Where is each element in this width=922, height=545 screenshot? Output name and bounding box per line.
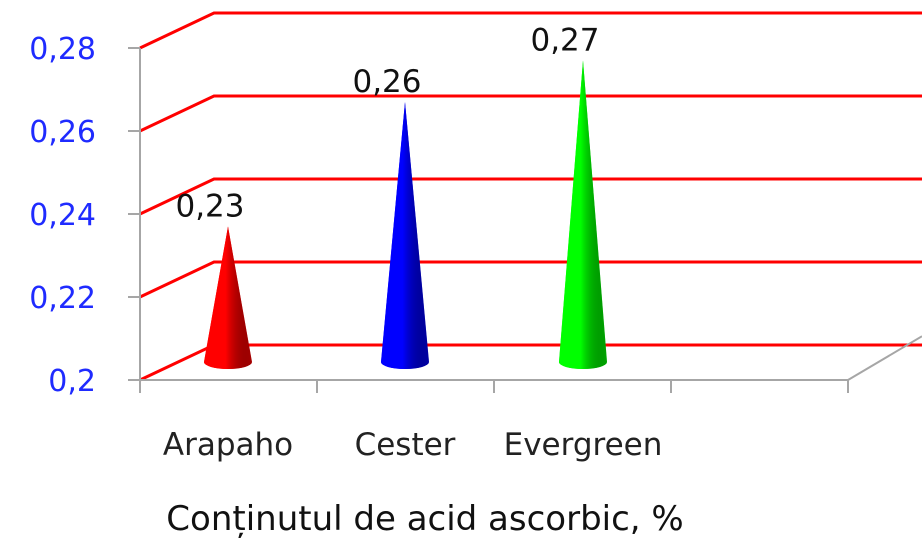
- cone-shading: [381, 102, 429, 369]
- cone-cester: [381, 102, 429, 369]
- label-layer: 0,2 0,22 0,24 0,26 0,28 0,23 Arapaho 0,26 Cester…: [29, 23, 662, 464]
- gridline: [139, 343, 922, 382]
- cone-arapaho: [204, 226, 252, 369]
- y-tick-label: 0,2: [48, 364, 96, 399]
- cone-shading: [559, 60, 607, 369]
- y-tick-label: 0,24: [29, 198, 96, 233]
- x-axis-title: Conținutul de acid ascorbic, %: [166, 499, 683, 539]
- x-category-label: Evergreen: [504, 427, 663, 463]
- gridline: [139, 11, 922, 50]
- y-tick-label: 0,26: [29, 115, 96, 150]
- data-label: 0,27: [530, 23, 599, 59]
- data-label: 0,23: [175, 189, 244, 225]
- y-tick-label: 0,28: [29, 32, 96, 67]
- y-tick-label: 0,22: [29, 281, 96, 316]
- grid-layer: [139, 11, 922, 382]
- cone-evergreen: [559, 60, 607, 369]
- floor-right-edge: [847, 335, 922, 381]
- cone-shading: [204, 226, 252, 369]
- x-category-label: Arapaho: [163, 427, 293, 463]
- gridline: [139, 177, 922, 216]
- gridline: [139, 94, 922, 133]
- data-label: 0,26: [352, 64, 421, 100]
- axis-layer: [128, 47, 922, 393]
- x-category-label: Cester: [355, 427, 456, 463]
- gridline: [139, 260, 922, 299]
- cone-layer: [204, 60, 607, 369]
